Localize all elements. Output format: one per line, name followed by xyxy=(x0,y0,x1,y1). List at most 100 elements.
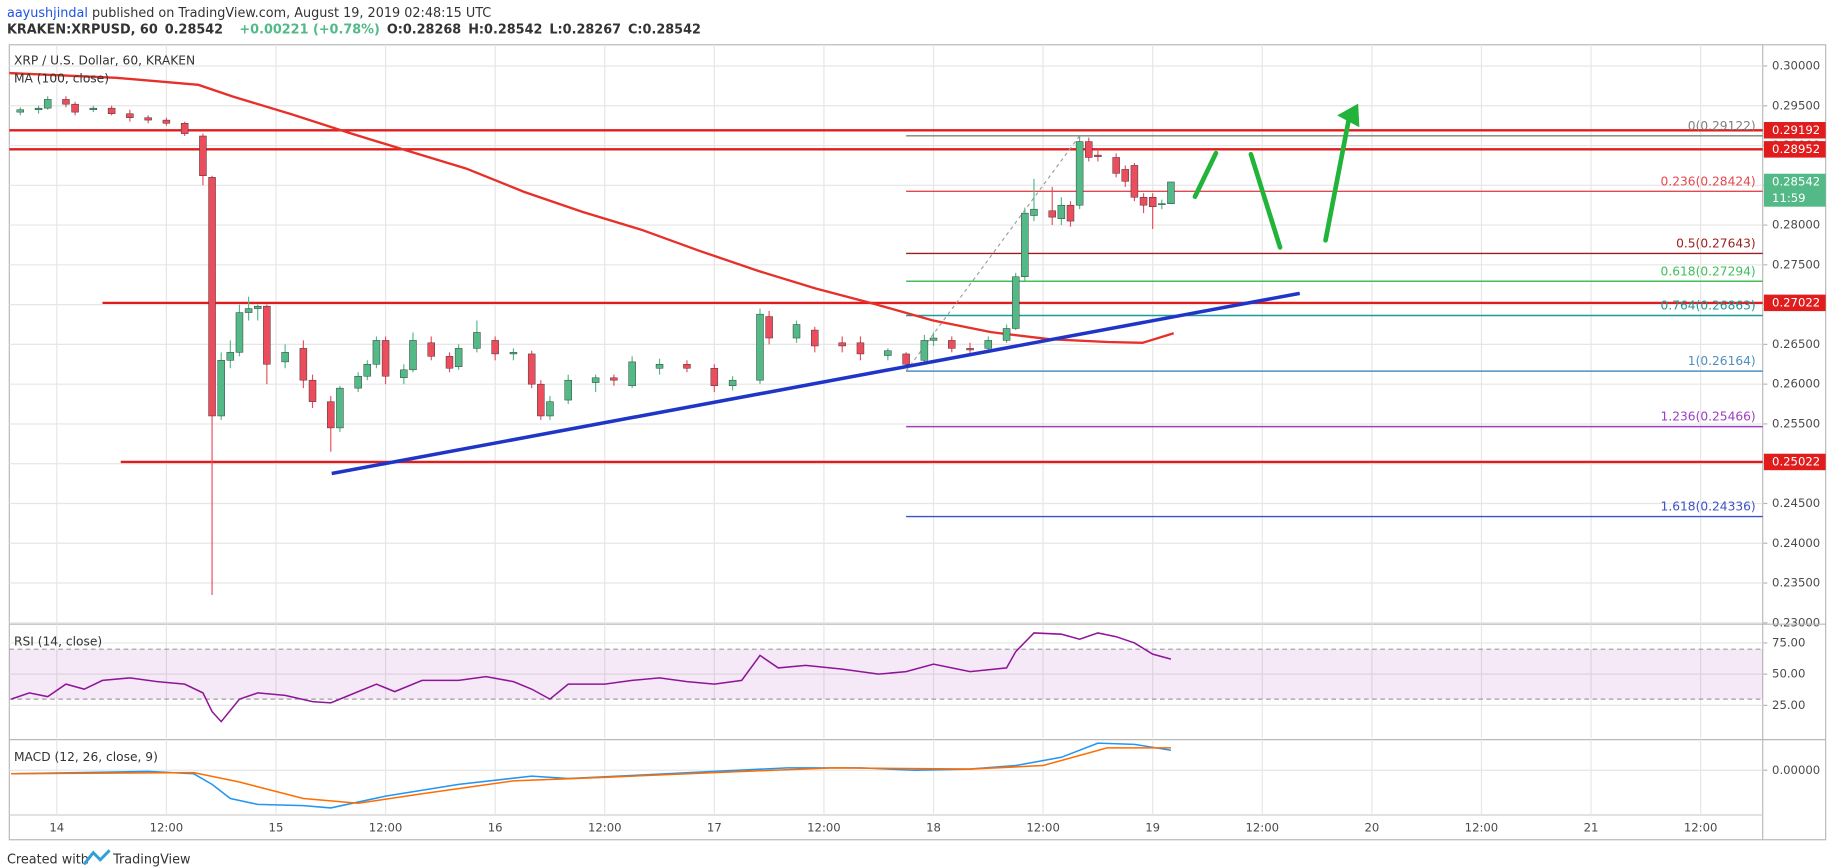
y-tick-label: 0.30000 xyxy=(1772,58,1820,72)
candle-body xyxy=(1167,181,1175,204)
candle-body xyxy=(509,352,518,355)
open: O:0.28268 xyxy=(387,22,461,37)
candle-body xyxy=(1011,276,1020,329)
candle-body xyxy=(1066,204,1075,222)
y-tick-label: 0.29500 xyxy=(1772,98,1820,112)
candle-body xyxy=(235,312,244,353)
panel-title: XRP / U.S. Dollar, 60, KRAKEN xyxy=(14,54,195,68)
arrow-head xyxy=(1337,103,1360,128)
plot: 0.300000.295000.290000.285000.280000.275… xyxy=(9,44,1826,834)
candle-body xyxy=(199,135,207,176)
price-tag-label: 0.27022 xyxy=(1772,295,1820,309)
author[interactable]: aayushjindal xyxy=(7,5,88,20)
arrow xyxy=(1323,110,1353,243)
candle-body xyxy=(1148,197,1157,208)
x-tick-label: 12:00 xyxy=(807,820,841,834)
y-tick-label: 0.24000 xyxy=(1772,536,1820,550)
candle-body xyxy=(564,379,572,401)
fib-label: 0.236(0.28424) xyxy=(1661,174,1756,188)
y-tick-label: 0.23000 xyxy=(1772,615,1820,629)
high: H:0.28542 xyxy=(468,22,542,37)
x-tick-label: 17 xyxy=(707,820,722,834)
x-tick-label: 12:00 xyxy=(369,820,403,834)
candle-body xyxy=(1094,154,1102,157)
x-tick-label: 12:00 xyxy=(150,820,184,834)
projection-arrows xyxy=(1192,110,1353,250)
candle-body xyxy=(792,324,801,339)
candle-body xyxy=(336,387,344,429)
candle-body xyxy=(884,350,892,356)
candle-body xyxy=(89,107,98,110)
symbol: KRAKEN:XRPUSD, 60 xyxy=(7,22,158,37)
price-tag xyxy=(1763,294,1826,312)
price-tag-label: 0.28952 xyxy=(1772,142,1820,156)
trendline xyxy=(331,291,1301,476)
candle-body xyxy=(856,342,865,355)
candle-body xyxy=(902,353,910,365)
x-tick-label: 12:00 xyxy=(588,820,622,834)
candle-body xyxy=(1030,208,1038,216)
candle-body xyxy=(62,99,70,105)
price-tag xyxy=(1763,453,1826,471)
y-tick-label: 50.00 xyxy=(1772,667,1805,681)
y-tick-label: 0.26500 xyxy=(1772,337,1820,351)
price-tag-label: 0.25022 xyxy=(1772,454,1820,468)
y-tick-label: 0.24500 xyxy=(1772,496,1820,510)
candle-body xyxy=(537,383,545,417)
fib-label: 1.236(0.25466) xyxy=(1661,410,1756,424)
panel-title: RSI (14, close) xyxy=(14,634,102,648)
y-tick-label: 0.25500 xyxy=(1772,416,1820,430)
footer-logo xyxy=(82,849,111,866)
candle-body xyxy=(610,377,618,381)
candle-body xyxy=(354,375,362,389)
candle-body xyxy=(1057,204,1066,219)
arrow xyxy=(1192,150,1219,200)
x-tick-label: 12:00 xyxy=(1465,820,1499,834)
y-tick-label: 0.28000 xyxy=(1772,218,1820,232)
candle-body xyxy=(527,353,536,385)
x-tick-label: 19 xyxy=(1145,820,1160,834)
candle-body xyxy=(929,337,938,341)
candle-body xyxy=(299,348,308,381)
x-tick-label: 16 xyxy=(488,820,503,834)
candle-body xyxy=(253,305,262,309)
candle-body xyxy=(1075,141,1084,206)
candle-body xyxy=(454,348,463,367)
candle-body xyxy=(400,369,408,379)
candle-body xyxy=(838,342,846,347)
price-tag-label: 0.29192 xyxy=(1772,123,1820,137)
candle-body xyxy=(728,379,737,386)
x-tick-label: 21 xyxy=(1584,820,1599,834)
candle-body xyxy=(308,379,317,402)
candle-body xyxy=(1048,210,1056,218)
candle-body xyxy=(1130,165,1139,198)
candle-body xyxy=(1121,169,1130,182)
candle-body xyxy=(263,305,271,365)
candle-body xyxy=(107,107,116,114)
x-tick-label: 15 xyxy=(269,820,284,834)
candle-body xyxy=(226,352,235,361)
footer-created: Created with xyxy=(7,852,89,867)
footer-brand[interactable]: TradingView xyxy=(112,852,190,867)
candle-body xyxy=(409,340,417,371)
candle-body xyxy=(144,117,152,121)
candle-body xyxy=(381,340,390,377)
y-tick-label: 75.00 xyxy=(1772,635,1805,649)
candle-body xyxy=(71,103,79,113)
candle-body xyxy=(546,401,554,417)
candle-body xyxy=(966,348,974,351)
candle-body xyxy=(1085,141,1093,158)
candle-body xyxy=(126,113,134,118)
candle-body xyxy=(591,377,600,383)
candle-body xyxy=(244,308,253,313)
candle-body xyxy=(1021,212,1029,278)
y-tick-label: 25.00 xyxy=(1772,698,1805,712)
arrow xyxy=(1248,151,1283,250)
panel-title: MACD (12, 26, close, 9) xyxy=(14,750,158,764)
candle-body xyxy=(1002,328,1011,341)
fib-label: 0.764(0.26863) xyxy=(1661,299,1756,313)
y-tick-label: 0.27500 xyxy=(1772,257,1820,271)
x-tick-label: 14 xyxy=(49,820,64,834)
candle-body xyxy=(491,340,499,355)
